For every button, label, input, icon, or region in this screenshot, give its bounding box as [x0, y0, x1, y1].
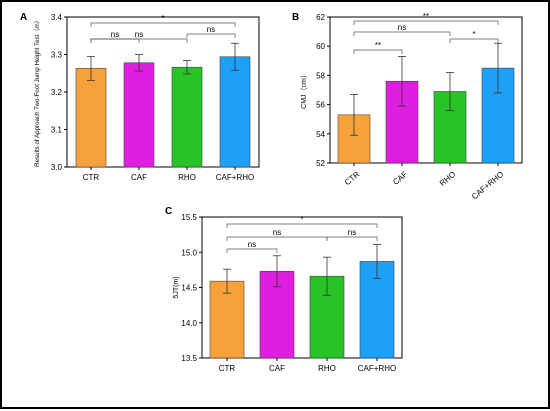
- significance-bracket: [449, 38, 499, 43]
- plot-area: [329, 16, 523, 164]
- x-tick-label: CAF: [269, 364, 285, 373]
- significance-label: *: [300, 215, 303, 224]
- x-tick-label: CAF+RHO: [216, 173, 254, 182]
- significance-bracket: [226, 223, 378, 228]
- x-tick-label: RHO: [438, 170, 457, 188]
- significance-bracket: [186, 33, 236, 38]
- x-tick-label: RHO: [318, 364, 336, 373]
- significance-bracket: [90, 38, 188, 43]
- significance-bracket: [226, 236, 328, 241]
- y-tick-label: 54: [316, 130, 325, 139]
- y-tick-label: 3.1: [51, 126, 63, 135]
- bar-rho: [171, 66, 203, 168]
- y-tick-label: 15.0: [181, 248, 197, 257]
- x-tick-label: CTR: [343, 170, 362, 188]
- y-tick-label: 3.3: [51, 51, 63, 60]
- x-tick-label: CTR: [83, 173, 100, 182]
- significance-label: ns: [398, 23, 406, 32]
- x-tick-label: CAF+RHO: [470, 170, 505, 202]
- y-tick-label: 3.2: [51, 88, 63, 97]
- y-tick-label: 14.5: [181, 284, 197, 293]
- panel-a: A 3.0 3.1 3.2 3.3 3.4 Results of Approach Two-…: [20, 12, 260, 182]
- y-tick-label: 58: [316, 71, 325, 80]
- significance-bracket: [90, 38, 140, 43]
- significance-label: **: [423, 12, 429, 21]
- bar-ctr: [75, 68, 107, 168]
- y-tick-label: 15.5: [181, 213, 197, 222]
- significance-label: **: [375, 41, 381, 50]
- panel-c: C 13.5 14.0 14.5 15.0 15.5 5JT(m) CTR CAF RHO CAF+…: [165, 206, 403, 373]
- significance-bracket: [326, 236, 378, 241]
- panel-b: B 52 54 56 58 60 62 CMJ（cm） CTR CAF RHO CAF+RHO ** ns…: [292, 12, 523, 202]
- y-tick-label: 62: [316, 13, 325, 22]
- y-axis-label: CMJ（cm）: [300, 71, 308, 109]
- significance-bracket: [353, 20, 499, 25]
- significance-label: ns: [273, 228, 281, 237]
- bar-caf-rho: [219, 56, 251, 168]
- significance-bracket: [90, 22, 236, 27]
- significance-label: ns: [248, 240, 256, 249]
- y-tick-label: 3.0: [51, 163, 63, 172]
- x-tick-label: CTR: [219, 364, 236, 373]
- significance-label: ns: [111, 30, 119, 39]
- panel-letter: C: [165, 206, 172, 217]
- bar-ctr: [209, 280, 245, 359]
- bar-caf: [123, 62, 155, 168]
- panel-letter: A: [20, 12, 27, 23]
- x-tick-label: CAF: [131, 173, 147, 182]
- bar-caf-rho: [481, 67, 515, 164]
- x-tick-label: RHO: [178, 173, 196, 182]
- significance-label: *: [472, 30, 475, 39]
- significance-label: ns: [348, 228, 356, 237]
- significance-label: ns: [135, 30, 143, 39]
- x-tick-label: CAF+RHO: [358, 364, 396, 373]
- y-tick-label: 56: [316, 101, 325, 110]
- y-axis-label: 5JT(m): [173, 276, 180, 298]
- x-tick-label: CAF: [391, 170, 409, 187]
- significance-bracket: [353, 49, 403, 54]
- significance-label: ns: [207, 25, 215, 34]
- significance-bracket: [226, 248, 278, 253]
- significance-bracket: [353, 31, 451, 36]
- y-tick-label: 14.0: [181, 319, 197, 328]
- y-tick-label: 52: [316, 159, 325, 168]
- y-tick-label: 60: [316, 42, 325, 51]
- y-tick-label: 13.5: [181, 354, 197, 363]
- y-tick-label: 3.4: [51, 13, 63, 22]
- panel-letter: B: [292, 12, 299, 23]
- significance-label: *: [161, 14, 164, 23]
- y-axis-label: Results of Approach Two-Foot Jump Height…: [34, 17, 41, 167]
